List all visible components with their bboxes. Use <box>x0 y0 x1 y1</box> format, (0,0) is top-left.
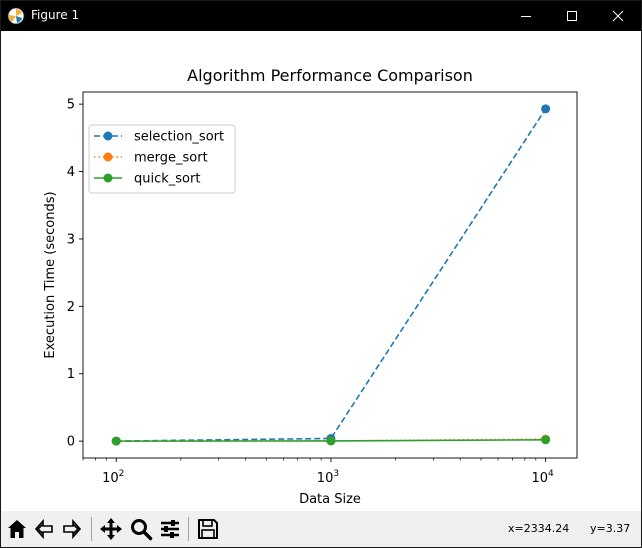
y-tick-label: 3 <box>67 232 75 247</box>
window-title: Figure 1 <box>31 8 80 22</box>
legend-label: selection_sort <box>134 130 224 145</box>
chart-title: Algorithm Performance Comparison <box>187 66 473 85</box>
pan-button[interactable] <box>98 516 124 542</box>
forward-arrow-icon <box>63 518 82 540</box>
title-bar[interactable]: Figure 1 <box>1 1 641 31</box>
legend: selection_sort merge_sort quick_sort <box>88 124 236 194</box>
maximize-icon <box>567 11 577 21</box>
data-point-quick_sort <box>541 435 551 445</box>
y-tick-label: 0 <box>67 435 75 450</box>
close-button[interactable] <box>595 1 641 31</box>
data-point-quick_sort <box>111 436 121 446</box>
x-axis-label: Data Size <box>299 492 361 507</box>
plot-area <box>82 91 578 459</box>
legend-marker <box>103 152 113 162</box>
y-coordinate-readout: y=3.37 <box>590 522 631 535</box>
zoom-button[interactable] <box>128 516 154 542</box>
legend-label: quick_sort <box>134 172 200 187</box>
forward-button[interactable] <box>59 516 85 542</box>
line-chart: Algorithm Performance Comparison 012345 … <box>43 66 578 507</box>
legend-label: merge_sort <box>134 151 208 166</box>
data-point-quick_sort <box>326 436 336 446</box>
save-button[interactable] <box>195 516 221 542</box>
y-axis-label: Execution Time (seconds) <box>43 191 58 358</box>
configure-subplots-icon <box>161 520 179 538</box>
zoom-magnifier-icon <box>131 519 153 541</box>
back-arrow-icon <box>34 518 53 540</box>
y-tick-label: 5 <box>67 98 75 113</box>
y-tick-label: 1 <box>67 367 75 382</box>
y-tick-label: 2 <box>67 300 75 315</box>
maximize-button[interactable] <box>549 1 595 31</box>
close-icon <box>612 10 624 22</box>
x-axis: 102 103 104 <box>82 458 554 486</box>
legend-marker <box>103 173 113 183</box>
legend-marker <box>103 131 113 141</box>
minimize-icon <box>521 16 531 17</box>
home-icon <box>8 520 26 538</box>
toolbar-separator <box>91 517 92 541</box>
series-layer <box>111 104 551 446</box>
save-floppy-icon <box>198 519 218 539</box>
x-tick-label: 103 <box>317 469 339 486</box>
x-coordinate-readout: x=2334.24 <box>508 522 570 535</box>
x-tick-label: 104 <box>531 469 554 486</box>
x-tick-label: 102 <box>102 469 124 486</box>
y-tick-label: 4 <box>67 165 75 180</box>
matplotlib-logo-icon <box>7 7 25 25</box>
home-button[interactable] <box>4 516 30 542</box>
navigation-toolbar: x=2334.24 y=3.37 <box>1 511 641 547</box>
configure-subplots-button[interactable] <box>157 516 183 542</box>
data-point-selection_sort <box>541 104 551 114</box>
toolbar-separator <box>188 517 189 541</box>
y-axis: 0 1 2 3 4 5 <box>67 98 83 450</box>
minimize-button[interactable] <box>503 1 549 31</box>
pan-move-icon <box>100 518 122 540</box>
legend-box <box>88 124 236 194</box>
back-button[interactable] <box>31 516 57 542</box>
